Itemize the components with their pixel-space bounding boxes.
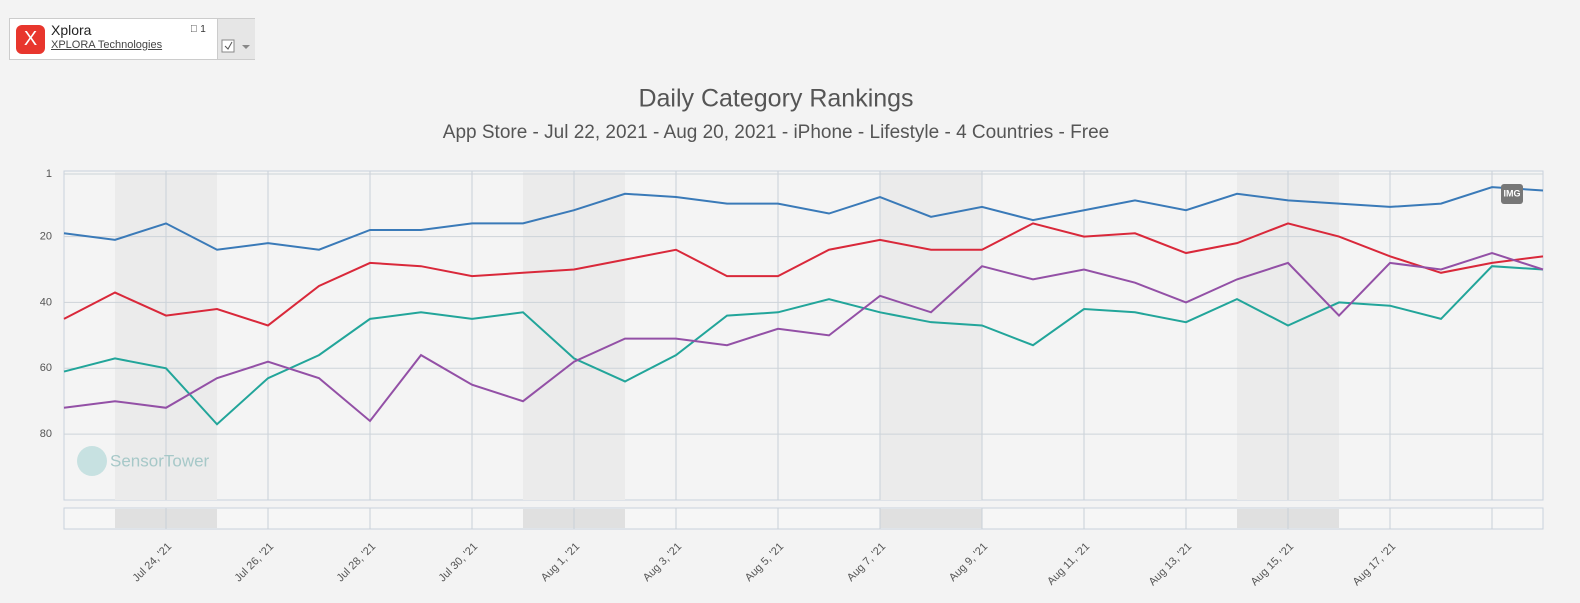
publisher-link[interactable]: XPLORA Technologies (51, 39, 163, 51)
x-tick-label: Aug 5, '21 (743, 541, 786, 584)
badge-count: 1 (200, 24, 206, 35)
x-tick-label: Aug 9, '21 (947, 541, 990, 584)
options-icon (221, 39, 250, 53)
app-icon: X (16, 25, 45, 54)
weekend-band (880, 172, 982, 500)
y-tick-label: 20 (40, 230, 52, 242)
app-name: Xplora (51, 22, 92, 38)
export-button[interactable]: IMG (1501, 184, 1523, 204)
x-tick-label: Aug 1, '21 (539, 541, 582, 584)
x-tick-label: Aug 3, '21 (641, 541, 684, 584)
x-tick-label: Jul 24, '21 (130, 541, 174, 585)
x-tick-label: Jul 28, '21 (334, 541, 378, 585)
y-tick-label: 1 (46, 168, 52, 180)
watermark: SensorTower (110, 451, 210, 470)
y-tick-label: 60 (40, 362, 52, 374)
y-tick-label: 40 (40, 296, 52, 308)
x-tick-label: Aug 13, '21 (1147, 541, 1195, 589)
x-tick-label: Aug 11, '21 (1045, 541, 1092, 588)
x-tick-label: Jul 26, '21 (232, 541, 276, 585)
series-line (63, 251, 1544, 423)
x-tick-label: Aug 15, '21 (1249, 541, 1297, 589)
x-tick-label: Aug 17, '21 (1351, 541, 1399, 589)
export-button-bg (1501, 184, 1523, 204)
export-button-label: IMG (1504, 188, 1521, 198)
series-line (63, 186, 1544, 251)
app-options[interactable] (217, 19, 255, 59)
chart-title: Daily Category Rankings (638, 85, 913, 113)
x-tick-label: Jul 30, '21 (436, 541, 480, 585)
series-line (63, 265, 1544, 426)
navigator-band (880, 509, 982, 528)
watermark-logo (77, 446, 107, 476)
navigator (63, 507, 1544, 530)
platform-badge:  1 (190, 24, 206, 35)
chart-subtitle: App Store - Jul 22, 2021 - Aug 20, 2021 … (443, 122, 1109, 143)
series-line (63, 222, 1544, 327)
app-selector[interactable]: X Xplora XPLORA Technologies  1 (9, 18, 255, 60)
y-tick-label: 80 (40, 428, 52, 440)
x-tick-label: Aug 7, '21 (845, 541, 888, 584)
